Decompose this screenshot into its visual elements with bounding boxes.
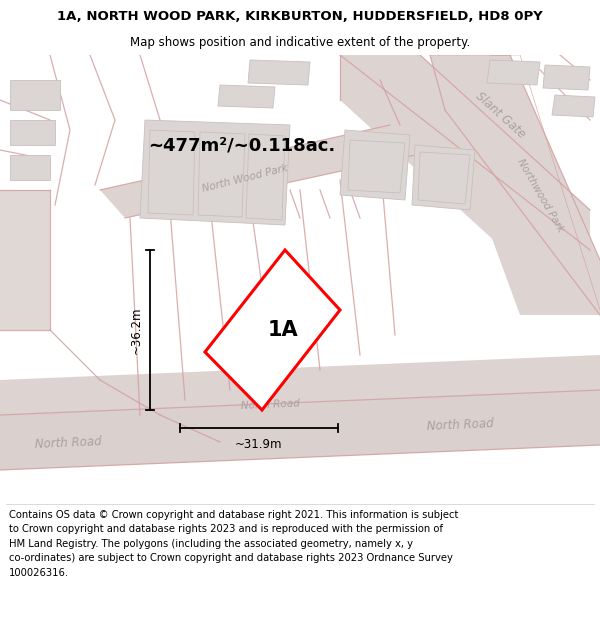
Polygon shape — [487, 60, 540, 85]
Polygon shape — [552, 95, 595, 117]
Polygon shape — [148, 130, 195, 215]
Text: North Road: North Road — [427, 417, 494, 433]
Polygon shape — [0, 390, 600, 470]
Text: Slant Gate: Slant Gate — [473, 89, 527, 141]
Polygon shape — [430, 55, 600, 315]
Text: ~477m²/~0.118ac.: ~477m²/~0.118ac. — [148, 136, 335, 154]
Text: 1A: 1A — [268, 321, 298, 341]
Polygon shape — [0, 390, 600, 470]
Polygon shape — [198, 132, 245, 217]
Polygon shape — [140, 120, 290, 225]
Polygon shape — [348, 140, 405, 193]
Polygon shape — [100, 125, 415, 218]
Polygon shape — [543, 65, 590, 90]
Polygon shape — [0, 190, 50, 330]
Text: 1A, NORTH WOOD PARK, KIRKBURTON, HUDDERSFIELD, HD8 0PY: 1A, NORTH WOOD PARK, KIRKBURTON, HUDDERS… — [57, 10, 543, 23]
Text: Map shows position and indicative extent of the property.: Map shows position and indicative extent… — [130, 36, 470, 49]
Text: ~36.2m: ~36.2m — [130, 306, 143, 354]
Polygon shape — [10, 80, 60, 110]
Polygon shape — [246, 134, 285, 220]
Polygon shape — [0, 355, 600, 420]
Polygon shape — [205, 250, 340, 410]
Text: North Road: North Road — [241, 399, 299, 411]
Text: North Wood Park: North Wood Park — [201, 162, 289, 194]
Text: ~31.9m: ~31.9m — [235, 438, 283, 451]
Polygon shape — [10, 120, 55, 145]
Polygon shape — [10, 155, 50, 180]
Text: Northwood Park: Northwood Park — [515, 156, 565, 234]
Polygon shape — [248, 60, 310, 85]
Polygon shape — [218, 85, 275, 108]
Polygon shape — [340, 130, 410, 200]
Text: North Road: North Road — [34, 435, 101, 451]
Polygon shape — [340, 55, 590, 255]
Polygon shape — [418, 152, 470, 204]
Text: Contains OS data © Crown copyright and database right 2021. This information is : Contains OS data © Crown copyright and d… — [9, 510, 458, 578]
Polygon shape — [412, 145, 475, 210]
